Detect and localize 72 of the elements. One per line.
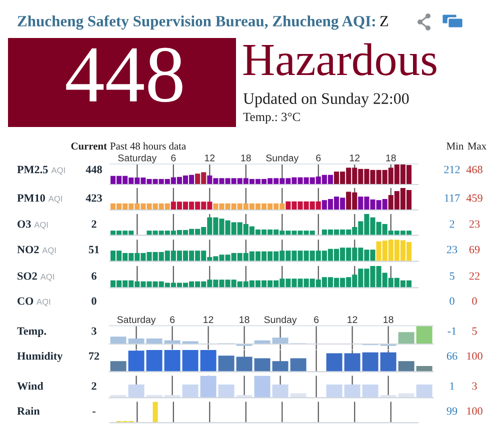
text: 448 (66, 48, 182, 102)
text: AQI (34, 222, 48, 230)
x-tick-label: Saturday (118, 154, 157, 164)
text: Wind (17, 382, 44, 390)
text: 0 (450, 297, 454, 305)
x-tick-label: 6 (316, 154, 321, 162)
x-tick-label: 6 (314, 316, 319, 324)
text: 468 (466, 166, 482, 174)
text: 423 (86, 194, 102, 202)
text: 22 (469, 272, 480, 280)
text: 117 (444, 194, 460, 202)
text: 69 (469, 246, 480, 254)
text: - (92, 412, 96, 413)
x-tick-label: 18 (241, 154, 251, 162)
x-tick-label: 6 (170, 316, 175, 324)
text: Hazardous (243, 43, 436, 76)
text: NO2 (17, 246, 39, 254)
text: Min (446, 142, 464, 150)
text: Temp. (17, 327, 46, 338)
x-tick-label: 18 (384, 316, 394, 324)
text: Z (380, 16, 388, 26)
text: 23 (469, 220, 480, 228)
x-tick-label: Sunday (266, 154, 299, 164)
text: Rain (17, 406, 40, 415)
text: 212 (444, 166, 460, 174)
x-tick-label: 12 (204, 154, 215, 162)
text: 2 (450, 220, 454, 228)
text: 5 (450, 272, 454, 280)
text: 1 (450, 382, 454, 390)
text: 0 (472, 297, 477, 305)
x-tick-label: Sunday (264, 316, 297, 326)
text: Current (71, 142, 107, 150)
text: AQI (40, 274, 54, 282)
text: 6 (92, 272, 96, 280)
text: AQI (51, 167, 65, 175)
text: 23 (446, 246, 458, 254)
text: PM10 (17, 194, 45, 202)
text: Past 48 hours data (110, 142, 186, 150)
x-tick-label: 18 (240, 316, 250, 324)
text: 72 (89, 352, 100, 360)
text: PM2.5 (17, 166, 48, 174)
text: 2 (92, 220, 96, 228)
text: 100 (467, 407, 482, 415)
text: Humidity (17, 352, 63, 362)
x-tick-label: 12 (350, 154, 360, 162)
text: 99 (446, 407, 458, 415)
text: 3 (92, 327, 96, 335)
x-tick-label: 6 (171, 154, 176, 162)
text: 51 (88, 246, 99, 254)
x-tick-label: 18 (386, 154, 396, 162)
text: -1 (448, 327, 456, 335)
text: Temp.: 3°C (243, 112, 300, 124)
x-tick-label: Saturday (117, 316, 156, 326)
text: 448 (86, 166, 102, 174)
x-tick-label: 12 (348, 316, 358, 323)
text: O3 (18, 220, 31, 228)
text: AQI (48, 196, 62, 204)
text: 3 (472, 382, 477, 390)
text: Max (468, 142, 486, 150)
text: 0 (92, 297, 96, 305)
x-tick-label: 12 (204, 316, 214, 323)
text: Updated on Sunday 22:00 (243, 92, 409, 108)
text: 100 (467, 352, 482, 360)
text: AQI (36, 298, 50, 306)
text: 459 (466, 194, 482, 202)
text: SO2 (18, 272, 37, 280)
text: 2 (92, 382, 96, 390)
text: CO (18, 297, 34, 305)
text: AQI (42, 247, 56, 255)
text: Zhucheng Safety Supervision Bureau, Zhucheng AQI: (18, 15, 375, 30)
text: 66 (446, 352, 458, 360)
text: 5 (472, 327, 477, 335)
